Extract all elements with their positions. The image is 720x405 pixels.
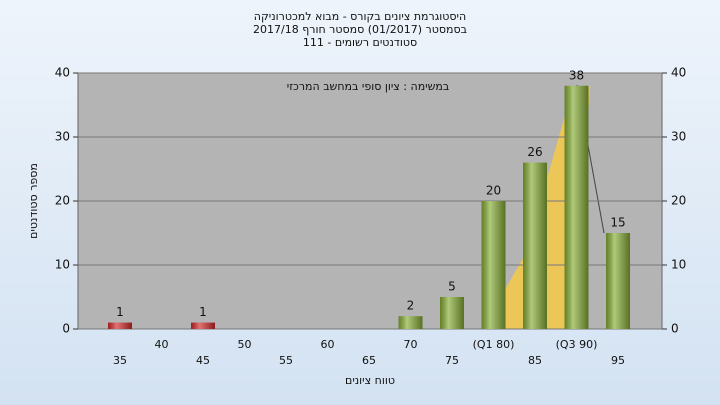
y-tick-label: 0 [62,322,70,336]
y-axis-label: מספר סטודנטים [27,163,40,239]
y-tick-label: 10 [55,258,70,272]
x-tick-label: 35 [113,354,127,367]
x-tick-label: 55 [279,354,293,367]
data-label: 20 [486,184,501,198]
x-tick-label: 70 [404,338,418,351]
y-tick-label: 40 [55,66,70,80]
data-label: 2 [407,299,415,313]
bar-shade [108,322,132,329]
bar-shade [523,162,547,329]
y2-tick-label: 0 [671,322,679,336]
bar-shade [564,85,589,329]
data-label: 26 [527,145,542,159]
x-tick-label: 50 [238,338,252,351]
y2-tick-label: 20 [671,194,686,208]
x-tick-label: 65 [362,354,376,367]
x-tick-label: 40 [155,338,169,351]
x-tick-label: (Q3 90) [556,338,598,351]
quartile-area [482,85,590,329]
x-tick-label: 45 [196,354,210,367]
bar-shade [440,297,464,329]
data-label: 15 [610,216,625,230]
x-tick-label: (Q1 80) [473,338,515,351]
data-label: 1 [116,305,124,319]
y2-tick-label: 30 [671,130,686,144]
bar-shade [191,322,215,329]
bar-shade [398,316,423,329]
bar-shade [481,201,506,329]
data-label: 1 [199,305,207,319]
x-tick-label: 95 [611,354,625,367]
data-label: 5 [448,280,456,294]
y2-tick-label: 40 [671,66,686,80]
x-tick-label: 60 [321,338,335,351]
y-tick-label: 30 [55,130,70,144]
x-tick-label: 75 [445,354,459,367]
data-label: 38 [569,68,584,82]
chart-subtitle: בסמסטר (01/2017) סמסטר חורף 2017/18 [253,23,467,36]
chart-title: היסטוגרמת ציונים בקורס - מבוא למכטרוניקה [254,10,466,23]
y2-tick-label: 10 [671,258,686,272]
chart-subtitle: סטודנטים רשומים - 111 [303,36,417,49]
bar-shade [606,233,630,329]
annotation: במשימה : ציון סופי במחשב המרכזי [287,80,450,93]
y-tick-label: 20 [55,194,70,208]
x-tick-label: 85 [528,354,542,367]
x-axis-label: טווח ציונים [345,374,395,387]
